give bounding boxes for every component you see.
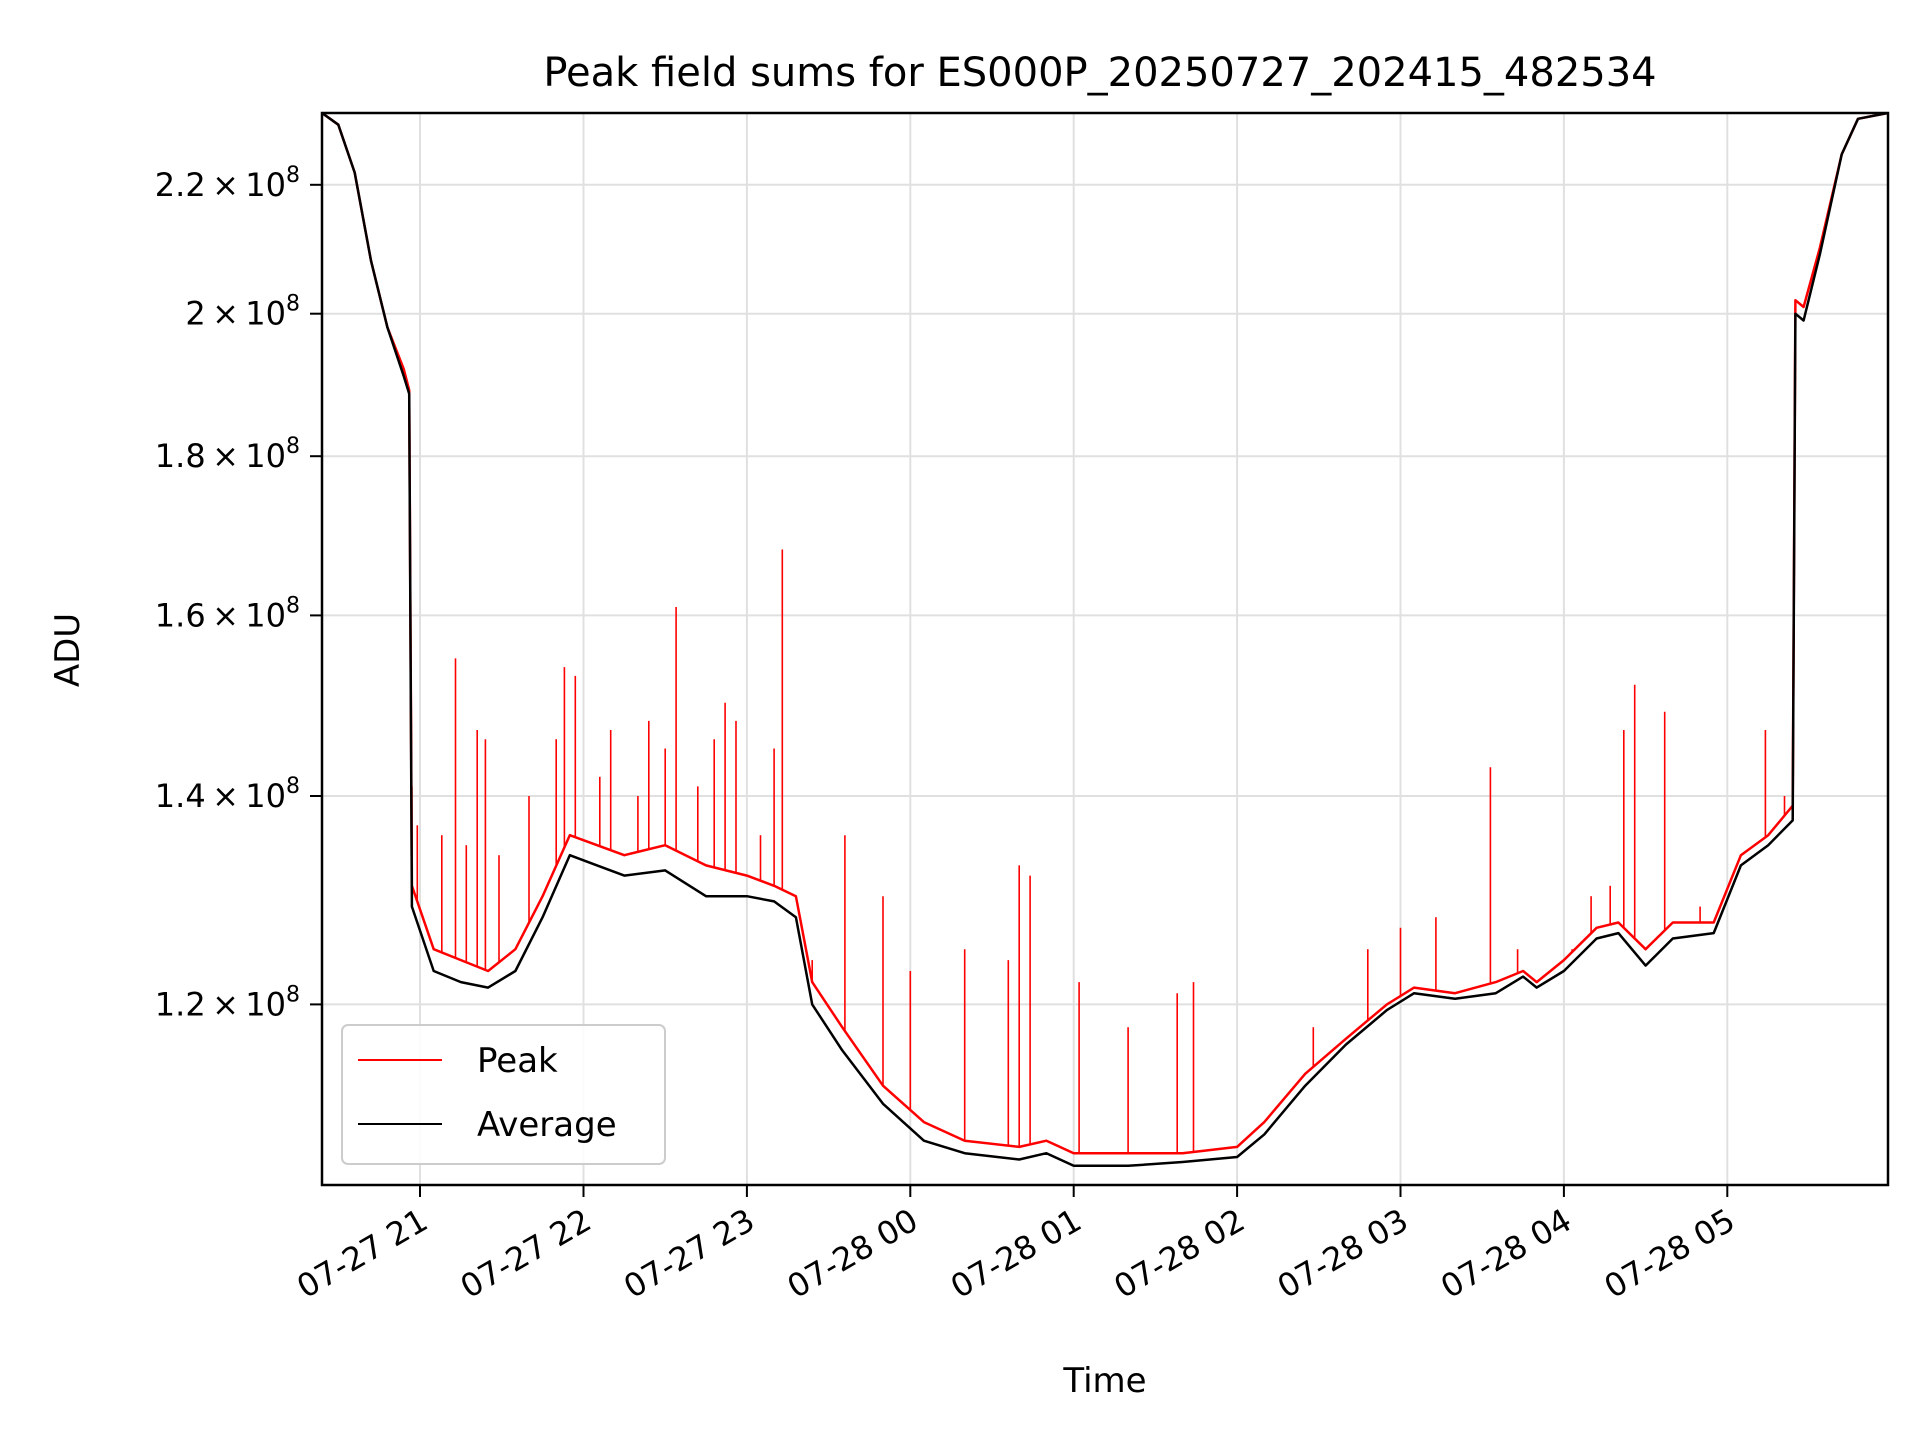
y-tick-label: 1.6 × 108 bbox=[155, 593, 300, 634]
x-tick-label: 07-27 21 bbox=[290, 1201, 434, 1306]
y-tick-label: 1.4 × 108 bbox=[155, 774, 300, 815]
y-tick-label: 2.2 × 108 bbox=[155, 163, 300, 204]
y-tick-label: 2 × 108 bbox=[185, 292, 300, 333]
legend: Peak Average bbox=[341, 1024, 666, 1165]
chart-title: Peak field sums for ES000P_20250727_2024… bbox=[543, 50, 1656, 96]
x-tick-label: 07-28 03 bbox=[1271, 1201, 1415, 1306]
y-axis: 1.2 × 108 1.4 × 108 1.6 × 108 1.8 × 108 2 × … bbox=[155, 163, 322, 1023]
x-tick-label: 07-28 01 bbox=[944, 1201, 1088, 1306]
grid bbox=[322, 113, 1888, 1185]
x-tick-label: 07-27 22 bbox=[454, 1201, 598, 1306]
x-tick-label: 07-28 04 bbox=[1434, 1201, 1578, 1306]
x-tick-label: 07-27 23 bbox=[617, 1201, 761, 1306]
legend-label-peak: Peak bbox=[477, 1041, 558, 1081]
x-tick-label: 07-28 02 bbox=[1108, 1201, 1252, 1306]
y-tick-label: 1.8 × 108 bbox=[155, 434, 300, 475]
series-line-peak bbox=[322, 113, 1888, 1155]
y-tick-label: 1.2 × 108 bbox=[155, 982, 300, 1023]
legend-label-average: Average bbox=[477, 1105, 617, 1145]
y-axis-label: ADU bbox=[48, 613, 88, 687]
series-group bbox=[322, 113, 1888, 1168]
series-line-average bbox=[322, 113, 1888, 1168]
x-axis-label: Time bbox=[1062, 1361, 1146, 1401]
x-tick-label: 07-28 00 bbox=[781, 1201, 925, 1306]
x-tick-label: 07-28 05 bbox=[1598, 1201, 1742, 1306]
plot-frame bbox=[320, 111, 1890, 1187]
x-axis: 07-27 21 07-27 22 07-27 23 07-28 00 07-28 01… bbox=[290, 1185, 1741, 1306]
